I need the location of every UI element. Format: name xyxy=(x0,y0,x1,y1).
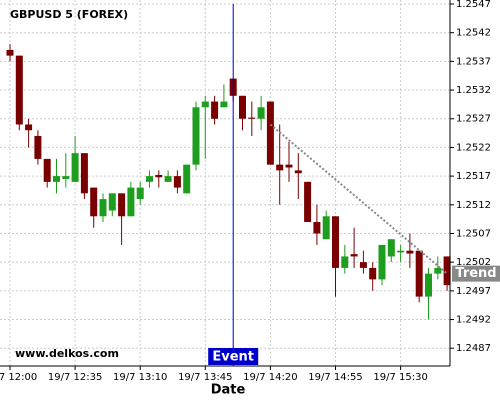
candle-body xyxy=(53,176,60,182)
candle-body xyxy=(164,176,172,182)
candle-body xyxy=(62,176,70,179)
candle-body xyxy=(173,176,181,188)
candle-body xyxy=(108,193,116,211)
y-tick-label: 1.2507 xyxy=(456,228,491,239)
candle-body xyxy=(285,164,293,168)
trend-label-box xyxy=(452,265,500,282)
candle-body xyxy=(248,117,256,119)
x-tick-label: 19/7 13:10 xyxy=(113,372,167,383)
candle-body xyxy=(15,55,23,125)
candle-body xyxy=(350,254,358,257)
candle-body xyxy=(397,250,405,253)
y-tick-label: 1.2547 xyxy=(456,0,491,10)
marks xyxy=(6,44,451,320)
y-tick-label: 1.2512 xyxy=(456,200,491,211)
x-axis-title: Date xyxy=(211,383,246,398)
candle-body xyxy=(341,256,349,268)
candle-body xyxy=(294,170,302,174)
candle-body xyxy=(127,187,135,217)
chart-title: GBPUSD 5 (FOREX) xyxy=(10,8,128,21)
candle-body xyxy=(434,267,442,274)
candle-body xyxy=(99,199,107,217)
candle-body xyxy=(369,267,377,280)
candle-body xyxy=(155,174,163,178)
candle-body xyxy=(211,101,219,119)
candle-body xyxy=(6,49,14,56)
candle-body xyxy=(136,187,144,200)
y-tick-label: 1.2532 xyxy=(456,85,491,96)
candle-body xyxy=(304,181,312,223)
x-tick-label: 19/7 12:35 xyxy=(48,372,102,383)
event-label-box xyxy=(208,348,259,365)
watermark: www.delkos.com xyxy=(15,347,119,360)
candle-body xyxy=(146,176,153,182)
candle-body xyxy=(220,101,228,108)
candle-body xyxy=(239,95,246,119)
candle-body xyxy=(406,250,414,254)
y-tick-label: 1.2492 xyxy=(456,315,491,326)
x-tick-label: 19/7 12:00 xyxy=(0,372,37,383)
candle-body xyxy=(387,239,395,257)
candle-body xyxy=(118,193,126,217)
y-tick-label: 1.2517 xyxy=(456,171,491,182)
candle-body xyxy=(80,153,88,194)
candle-body xyxy=(34,135,42,159)
candle-body xyxy=(322,216,330,240)
candle-body xyxy=(378,244,386,280)
candle-body xyxy=(90,187,98,217)
x-tick-label: 19/7 14:55 xyxy=(308,372,362,383)
candle-body xyxy=(257,107,265,119)
candle-body xyxy=(71,153,79,182)
y-tick-label: 1.2537 xyxy=(456,56,491,67)
y-tick-label: 1.2522 xyxy=(456,142,491,153)
x-tick-label: 19/7 15:30 xyxy=(373,372,427,383)
candle-body xyxy=(192,107,200,165)
grid xyxy=(0,0,450,366)
candle-body xyxy=(276,164,284,171)
candle-body xyxy=(415,250,423,297)
candle-body xyxy=(313,222,321,234)
y-tick-label: 1.2542 xyxy=(456,28,491,39)
candle-body xyxy=(359,262,367,268)
trend-line xyxy=(269,123,448,275)
trend-label: Trend xyxy=(455,266,496,281)
y-tick-label: 1.2502 xyxy=(456,257,491,268)
y-tick-label: 1.2527 xyxy=(456,114,491,125)
y-tick-label: 1.2497 xyxy=(456,286,491,297)
candle-body xyxy=(43,158,51,182)
x-tick-label: 19/7 14:20 xyxy=(243,372,297,383)
candle-body xyxy=(443,256,451,286)
candle-body xyxy=(266,101,274,165)
candle-body xyxy=(425,273,432,297)
candle-body xyxy=(201,101,209,108)
event-label: Event xyxy=(212,350,254,365)
candle-body xyxy=(332,216,339,268)
y-tick-label: 1.2487 xyxy=(456,343,491,354)
candle-body xyxy=(183,164,191,194)
x-tick-label: 19/7 13:45 xyxy=(178,372,232,383)
candle-body xyxy=(25,124,33,131)
